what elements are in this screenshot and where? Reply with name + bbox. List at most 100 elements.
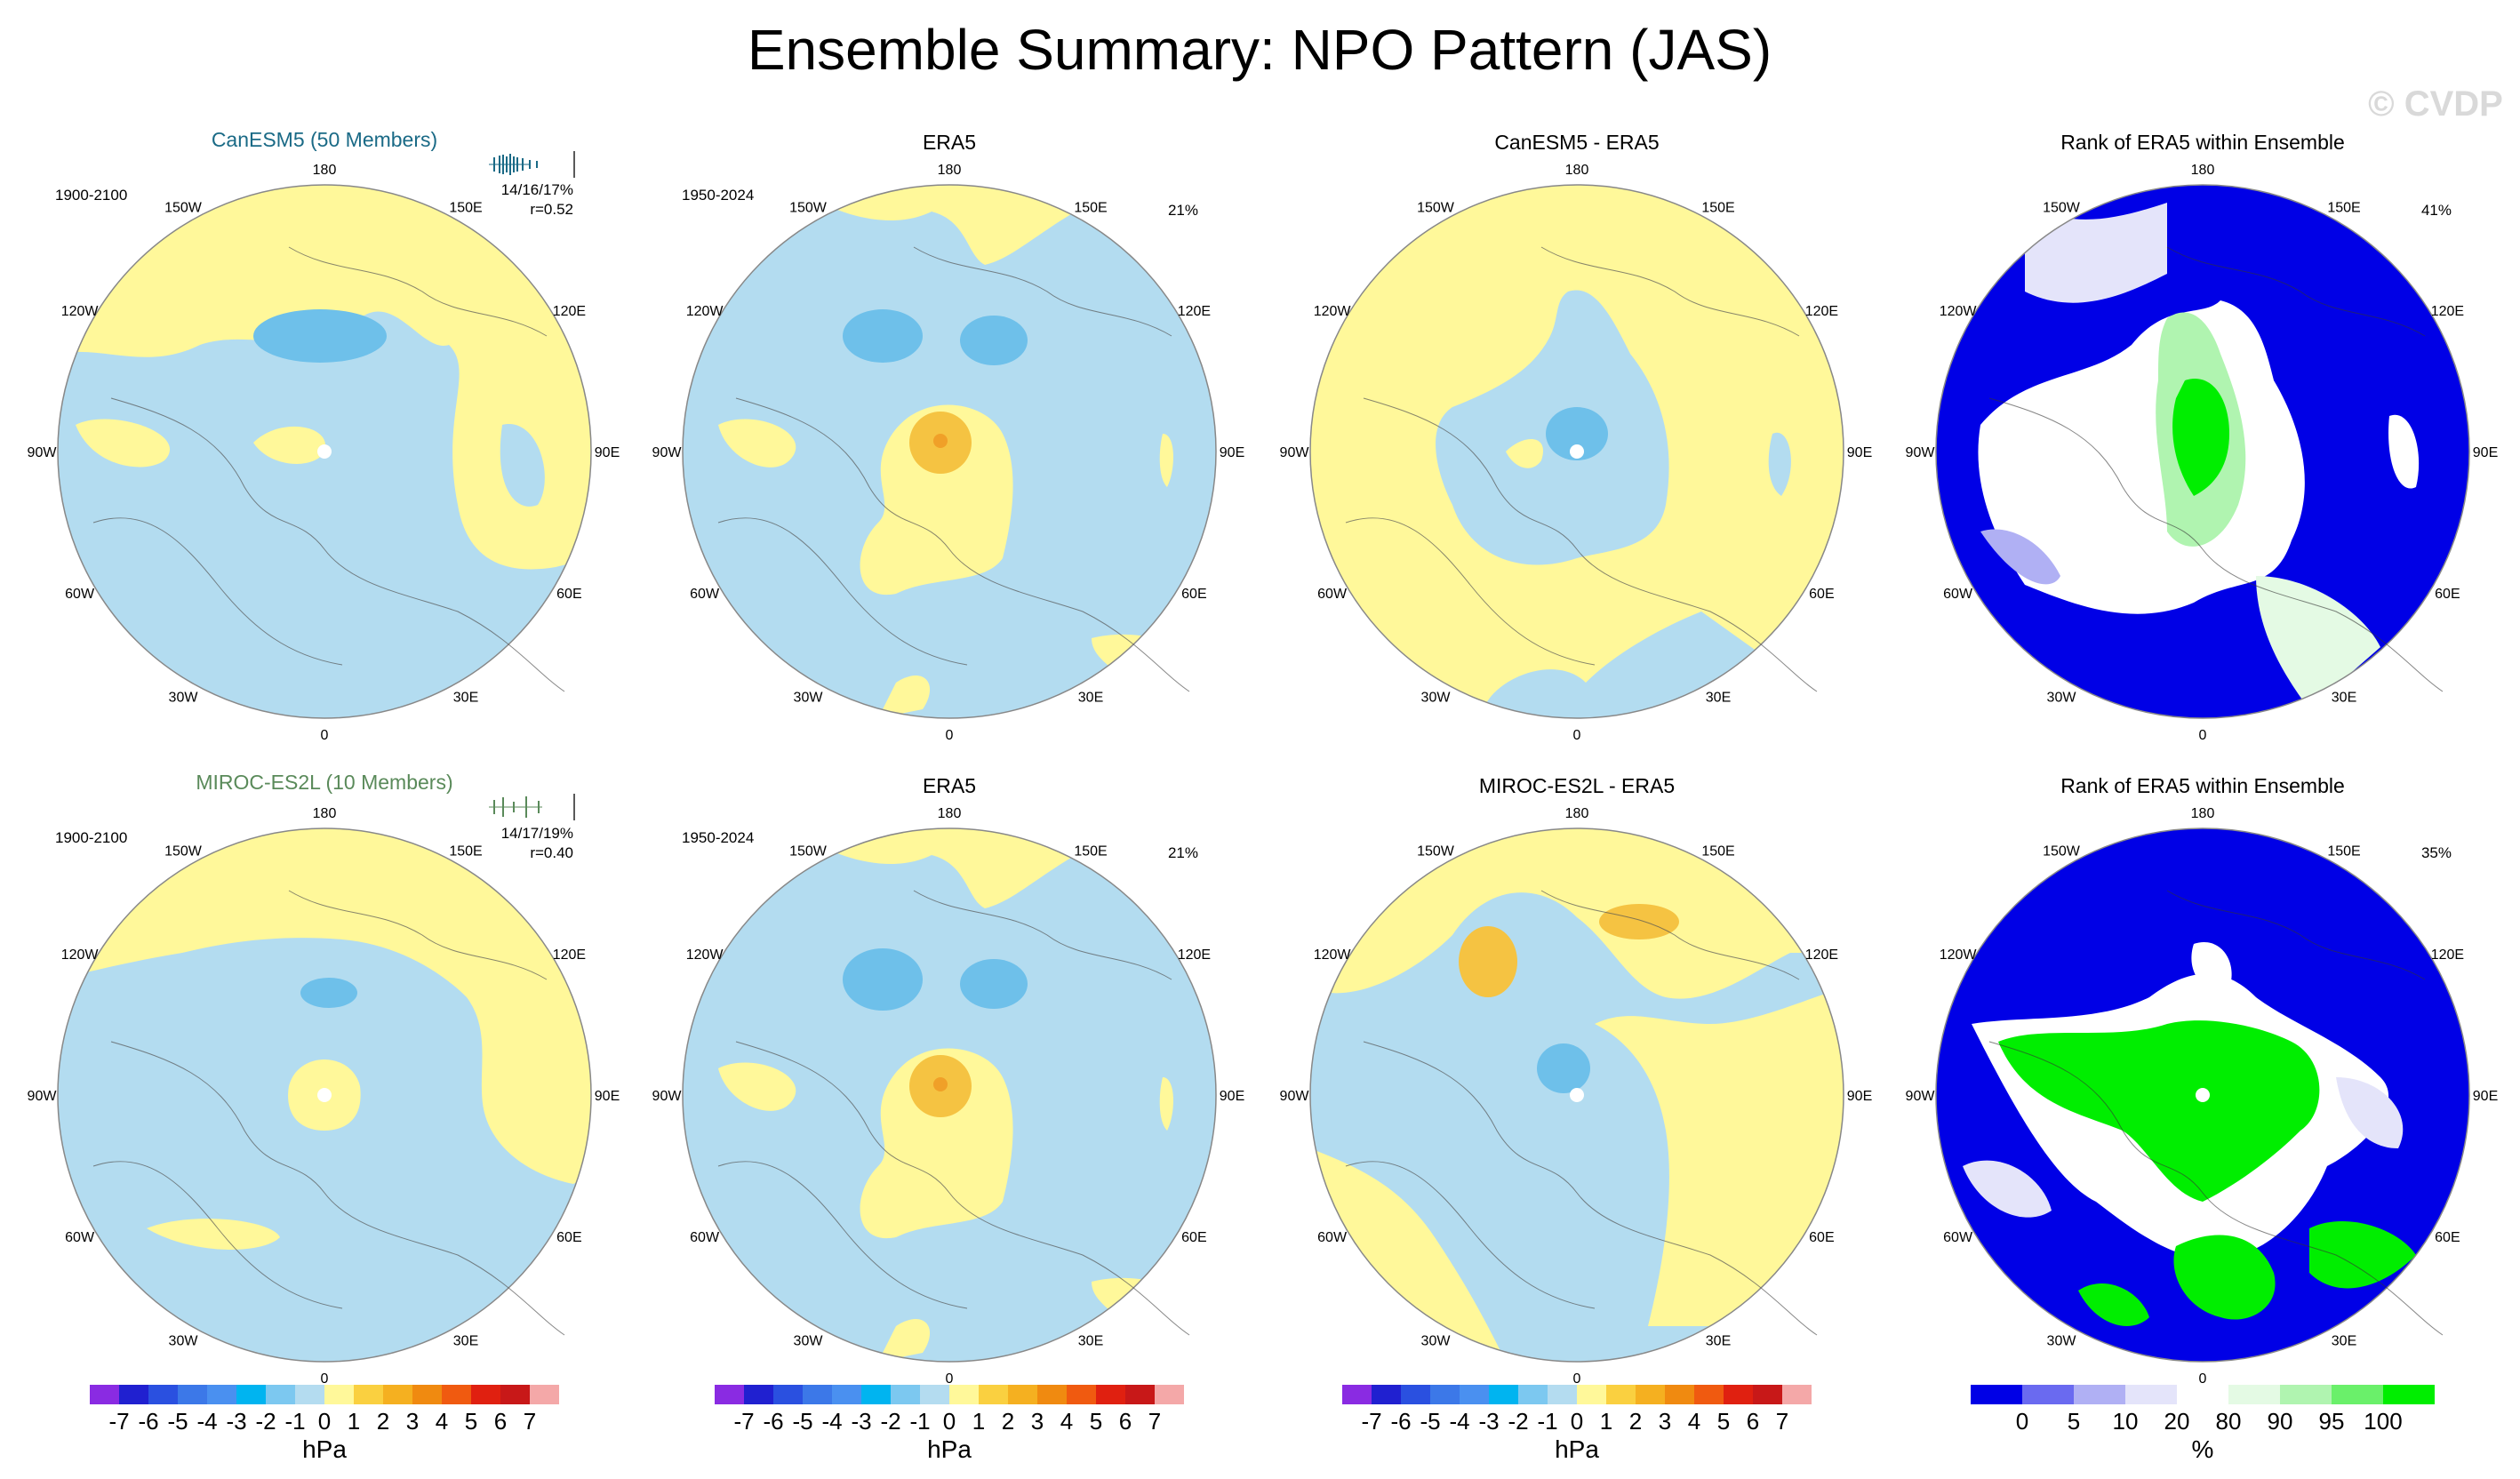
colorbar-label: 3 [406,1408,419,1435]
globe-diff-1 [1309,184,1844,719]
lon-label: 60E [2435,1230,2460,1245]
lon-label: 180 [1565,806,1589,821]
colorbar-swatch [207,1385,236,1404]
rank-colorbar-swatch [2280,1385,2332,1404]
colorbar-swatch [500,1385,530,1404]
rank-colorbar-swatch [2228,1385,2280,1404]
lon-label: 150W [164,201,203,216]
colorbar-label: -2 [1508,1408,1528,1435]
lon-label: 90W [28,445,58,460]
lon-label: 180 [2191,163,2215,178]
lon-label: 180 [938,806,962,821]
lon-label: 30W [794,1333,824,1348]
lon-label: 60W [65,587,95,602]
lon-label: 150E [1701,844,1734,859]
colorbar-label: 0 [318,1408,331,1435]
colorbar-swatch [1518,1385,1548,1404]
lon-label: 180 [938,163,962,178]
colorbar-swatch [442,1385,471,1404]
colorbar-label: -5 [792,1408,812,1435]
colorbar-label: 7 [1776,1408,1788,1435]
lon-label: 90E [2473,1089,2498,1104]
colorbar-swatch [383,1385,412,1404]
colorbar-label: 0 [1571,1408,1583,1435]
lon-label: 120W [1314,947,1352,963]
lon-label: 90E [595,1089,620,1104]
lon-label: 60W [65,1230,95,1245]
model-stats1-1: 14/16/17% [501,181,573,198]
lon-label: 30E [453,1333,478,1348]
colorbar-swatch [1548,1385,1577,1404]
lon-label: 150W [789,201,828,216]
lon-label: 60E [2435,587,2460,602]
lon-label: 120W [1314,304,1352,319]
lon-label: 60E [1809,1230,1834,1245]
colorbar-swatch [803,1385,832,1404]
colorbar-swatch [119,1385,148,1404]
diff-title-2: MIROC-ES2L - ERA5 [1479,774,1675,797]
colorbar-label: 4 [1688,1408,1700,1435]
lon-label: 30E [1706,690,1731,705]
lon-label: 90W [652,1089,683,1104]
lon-label: 150E [449,844,482,859]
lon-label: 90E [1847,1089,1872,1104]
rank-colorbar-swatch [2383,1385,2435,1404]
colorbar-swatch [1460,1385,1489,1404]
colorbar-swatch [266,1385,295,1404]
colorbar-label: -5 [1420,1408,1440,1435]
lon-label: 150W [1417,201,1455,216]
lon-label: 30W [1421,1333,1452,1348]
colorbar-label: -5 [167,1408,188,1435]
colorbar-swatch [1782,1385,1812,1404]
colorbar-label: -6 [1390,1408,1411,1435]
lon-label: 120E [2431,304,2464,319]
lon-label: 180 [1565,163,1589,178]
lon-label: 0 [321,728,329,743]
colorbar-swatch [90,1385,119,1404]
model-title-1: CanESM5 (50 Members) [212,128,437,151]
lon-label: 120E [1178,304,1211,319]
lon-label: 0 [946,728,954,743]
colorbar-label: -7 [108,1408,129,1435]
colorbar-unit: hPa [302,1435,347,1463]
rank-colorbar-unit: % [2192,1435,2214,1463]
obs-title-2: ERA5 [923,774,976,797]
lon-label: 30E [1078,690,1103,705]
model-stats1-2: 14/17/19% [501,825,573,842]
globe-rank-2 [1935,827,2470,1363]
colorbar-swatch [773,1385,803,1404]
lon-label: 90W [1906,1089,1936,1104]
lon-label: 120W [686,304,724,319]
lon-label: 120E [1178,947,1211,963]
lon-label: 90E [1220,445,1244,460]
globe-obs-1 [682,184,1217,719]
colorbar-label: -4 [821,1408,842,1435]
lon-label: 120W [61,304,100,319]
lon-label: 150E [2327,844,2360,859]
colorbar-swatch [744,1385,773,1404]
colorbar-swatch [178,1385,207,1404]
lon-label: 60W [1317,1230,1348,1245]
colorbar-swatch [1342,1385,1372,1404]
lon-label: 30W [794,690,824,705]
colorbar-label: 0 [943,1408,956,1435]
colorbar-swatch [949,1385,979,1404]
rank-title-2: Rank of ERA5 within Ensemble [2060,774,2345,797]
colorbar-swatch [148,1385,178,1404]
colorbar-label: 7 [524,1408,536,1435]
longitude-labels: 180 150E 120E 90E 60E 30E 0 30W 60W 90W 120W 150W 18… [28,163,2499,1387]
colorbar-swatch [1096,1385,1125,1404]
colorbar-label: -3 [851,1408,871,1435]
colorbar-label: -3 [1478,1408,1499,1435]
model-years-2: 1900-2100 [55,829,127,846]
lon-label: 150E [1074,201,1107,216]
lon-label: 180 [313,163,337,178]
colorbar-label: -7 [733,1408,754,1435]
globe-obs-2 [682,827,1217,1363]
lon-label: 60W [1943,587,1973,602]
lon-label: 60E [1181,1230,1206,1245]
lon-label: 90W [1906,445,1936,460]
colorbar-label: -1 [284,1408,305,1435]
lon-label: 30W [169,690,199,705]
colorbar-label: -2 [880,1408,900,1435]
